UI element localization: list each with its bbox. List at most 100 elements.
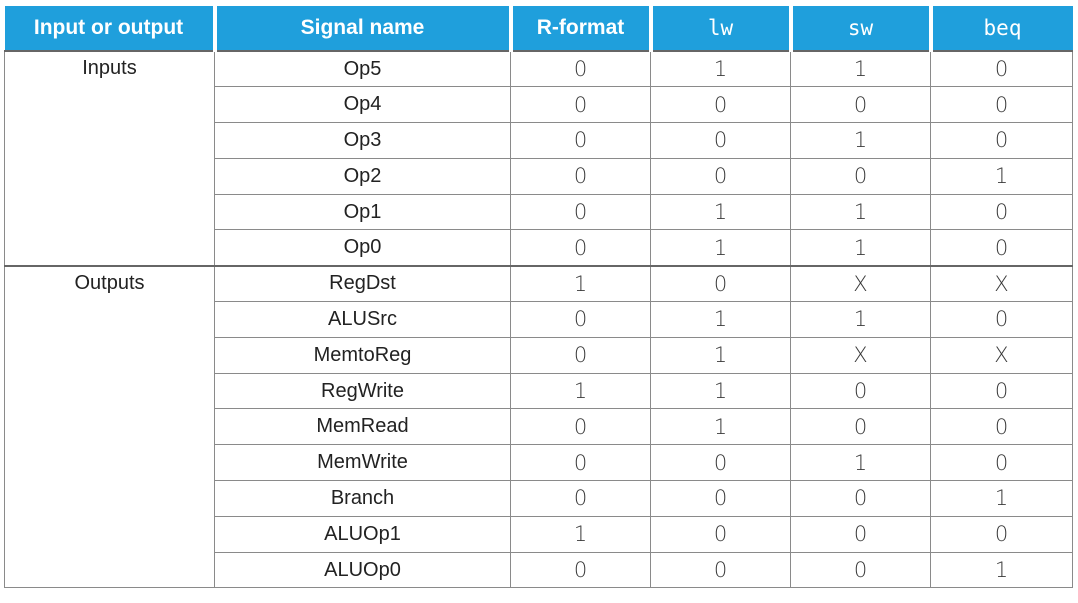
value-cell: X: [930, 264, 1073, 303]
header-row: Input or output Signal name R-format lw sw be…: [4, 6, 1073, 51]
value-cell: 0: [650, 264, 791, 303]
value-cell: 0: [790, 515, 931, 553]
value-cell: 0: [510, 301, 651, 338]
value-cell: 1: [510, 372, 651, 410]
value-cell: X: [790, 264, 931, 303]
signal-name-cell: Op0: [214, 229, 511, 267]
value-cell: 0: [510, 157, 651, 195]
value-cell: 0: [510, 193, 651, 231]
value-cell: 1: [510, 515, 651, 553]
table-row: RegWrite 1 1 0 0: [5, 372, 1073, 410]
signal-name-cell: MemtoReg: [214, 336, 511, 374]
group-label-inputs: Inputs: [4, 50, 215, 267]
value-cell: 0: [790, 551, 931, 589]
table-body: Inputs Op5 0 1 1 0 Op4 0 0 0 0 Op3 0 0 1 0 Op2 0 0 0 1 Op1 0 1 1…: [4, 50, 1073, 589]
table-row: ALUOp0 0 0 0 1: [5, 551, 1073, 589]
value-cell: 0: [930, 515, 1073, 553]
value-cell: 0: [650, 122, 791, 159]
value-cell: 1: [650, 193, 791, 231]
column-header-lw: lw: [648, 6, 793, 51]
value-cell: 0: [790, 157, 931, 195]
value-cell: 1: [650, 372, 791, 410]
value-cell: 0: [930, 372, 1073, 410]
column-header-sw: sw: [788, 6, 933, 51]
group-label-outputs: Outputs: [4, 264, 215, 589]
value-cell: 0: [650, 444, 791, 482]
value-cell: 1: [650, 336, 791, 374]
value-cell: 0: [510, 86, 651, 124]
value-cell: 0: [650, 551, 791, 589]
value-cell: 1: [650, 301, 791, 338]
value-cell: 0: [930, 301, 1073, 338]
value-cell: X: [790, 336, 931, 374]
value-cell: 0: [930, 50, 1073, 88]
signal-name-cell: RegWrite: [214, 372, 511, 410]
value-cell: 1: [510, 264, 651, 303]
value-cell: 0: [510, 336, 651, 374]
value-cell: 0: [790, 408, 931, 446]
value-cell: 1: [930, 157, 1073, 195]
signal-name-cell: RegDst: [214, 264, 511, 303]
table-row: Op1 0 1 1 0: [5, 193, 1073, 231]
value-cell: 0: [790, 86, 931, 124]
signal-name-cell: ALUOp0: [214, 551, 511, 589]
value-cell: 0: [510, 50, 651, 88]
signal-name-cell: Op3: [214, 122, 511, 159]
control-signal-table: Input or output Signal name R-format lw sw be…: [4, 6, 1073, 589]
table-row: Op0 0 1 1 0: [5, 229, 1073, 267]
value-cell: 0: [930, 86, 1073, 124]
value-cell: 0: [930, 408, 1073, 446]
table-row: ALUSrc 0 1 1 0: [5, 301, 1073, 338]
value-cell: 0: [650, 515, 791, 553]
value-cell: 0: [930, 193, 1073, 231]
signal-name-cell: ALUOp1: [214, 515, 511, 553]
value-cell: 0: [930, 444, 1073, 482]
table-row: MemRead 0 1 0 0: [5, 408, 1073, 446]
signal-name-cell: ALUSrc: [214, 301, 511, 338]
signal-name-cell: Op2: [214, 157, 511, 195]
value-cell: 0: [510, 122, 651, 159]
signal-name-cell: Op1: [214, 193, 511, 231]
value-cell: 1: [790, 229, 931, 267]
value-cell: 1: [650, 229, 791, 267]
value-cell: 1: [790, 444, 931, 482]
value-cell: X: [930, 336, 1073, 374]
value-cell: 0: [790, 480, 931, 517]
value-cell: 1: [930, 480, 1073, 517]
value-cell: 0: [650, 480, 791, 517]
value-cell: 0: [510, 444, 651, 482]
column-header-input-or-output: Input or output: [4, 6, 217, 51]
value-cell: 0: [650, 86, 791, 124]
column-header-beq: beq: [928, 6, 1073, 51]
value-cell: 0: [510, 480, 651, 517]
value-cell: 1: [790, 122, 931, 159]
table-row: Inputs Op5 0 1 1 0: [4, 50, 1073, 267]
value-cell: 0: [930, 229, 1073, 267]
signal-name-cell: Op4: [214, 86, 511, 124]
signal-name-cell: Op5: [214, 50, 511, 88]
table-row: Branch 0 0 0 1: [5, 480, 1073, 517]
value-cell: 0: [790, 372, 931, 410]
value-cell: 1: [790, 301, 931, 338]
table-row: Op4 0 0 0 0: [5, 86, 1073, 124]
table-row: Op3 0 0 1 0: [5, 122, 1073, 159]
value-cell: 1: [650, 408, 791, 446]
table-row: MemWrite 0 0 1 0: [5, 444, 1073, 482]
value-cell: 1: [790, 193, 931, 231]
value-cell: 0: [510, 408, 651, 446]
value-cell: 0: [510, 551, 651, 589]
table-row: Op2 0 0 0 1: [5, 157, 1073, 195]
table-header: Input or output Signal name R-format lw sw be…: [4, 6, 1073, 51]
value-cell: 0: [930, 122, 1073, 159]
column-header-signal-name: Signal name: [212, 6, 513, 51]
table-row: Outputs RegDst 1 0 X X: [4, 264, 1073, 589]
value-cell: 1: [790, 50, 931, 88]
column-header-r-format: R-format: [508, 6, 653, 51]
value-cell: 1: [930, 551, 1073, 589]
signal-name-cell: MemRead: [214, 408, 511, 446]
table-row: ALUOp1 1 0 0 0: [5, 515, 1073, 553]
signal-name-cell: MemWrite: [214, 444, 511, 482]
signal-name-cell: Branch: [214, 480, 511, 517]
value-cell: 0: [650, 157, 791, 195]
value-cell: 0: [510, 229, 651, 267]
